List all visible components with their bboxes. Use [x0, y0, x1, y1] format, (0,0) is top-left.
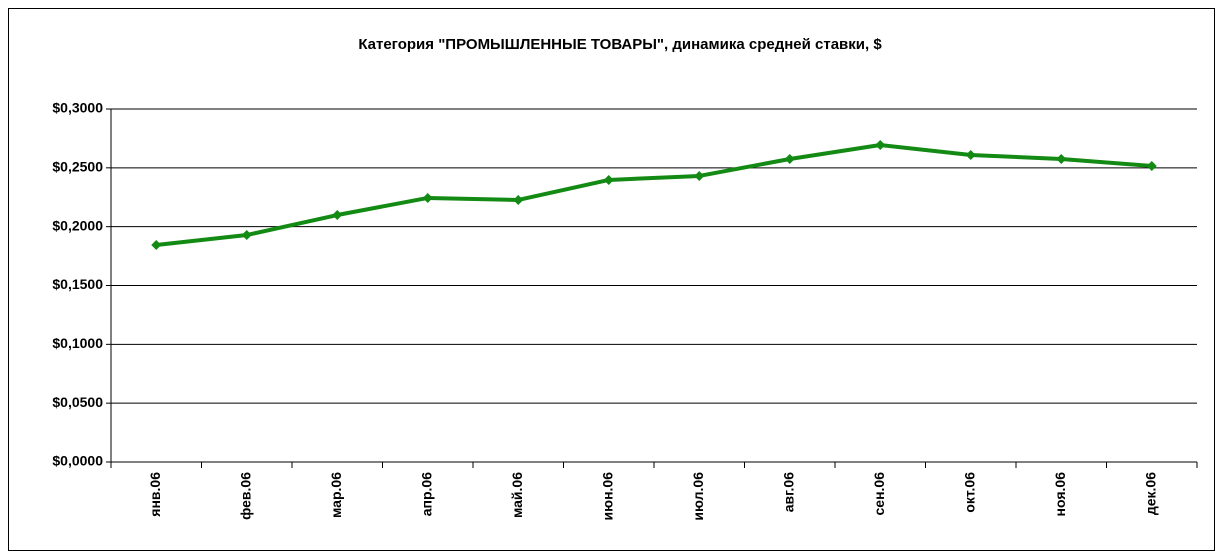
marker: [965, 150, 976, 161]
y-tick-label: $0,1000: [52, 335, 103, 351]
x-tick-label: янв.06: [147, 472, 163, 517]
y-tick-label: $0,2500: [52, 159, 103, 175]
marker: [784, 154, 795, 165]
marker: [1056, 154, 1067, 165]
marker: [151, 240, 162, 251]
x-tick-label: фев.06: [237, 472, 253, 520]
x-tick-label: сен.06: [871, 472, 887, 516]
marker: [241, 230, 252, 241]
x-tick-label: ноя.06: [1052, 472, 1068, 517]
x-tick-label: июл.06: [690, 472, 706, 521]
y-tick-label: $0,1500: [52, 276, 103, 292]
y-tick-label: $0,3000: [52, 100, 103, 116]
x-tick-label: дек.06: [1142, 472, 1158, 515]
x-tick-label: окт.06: [961, 472, 977, 513]
x-tick-label: май.06: [509, 472, 525, 518]
marker: [1146, 160, 1157, 171]
x-tick-label: мар.06: [328, 472, 344, 518]
marker: [694, 170, 705, 181]
marker: [603, 174, 614, 185]
marker: [513, 194, 524, 205]
x-tick-label: авг.06: [780, 472, 796, 512]
marker: [875, 140, 886, 151]
marker: [332, 210, 343, 221]
x-tick-label: июн.06: [599, 472, 615, 521]
line-series: [156, 143, 1152, 248]
chart-title: Категория "ПРОМЫШЛЕННЫЕ ТОВАРЫ", динамик…: [358, 36, 882, 53]
y-tick-label: $0,2000: [52, 217, 103, 233]
x-tick-label: апр.06: [418, 472, 434, 516]
marker: [422, 192, 433, 203]
chart-border: [8, 8, 1215, 551]
y-tick-label: $0,0000: [52, 453, 103, 469]
y-tick-label: $0,0500: [52, 394, 103, 410]
